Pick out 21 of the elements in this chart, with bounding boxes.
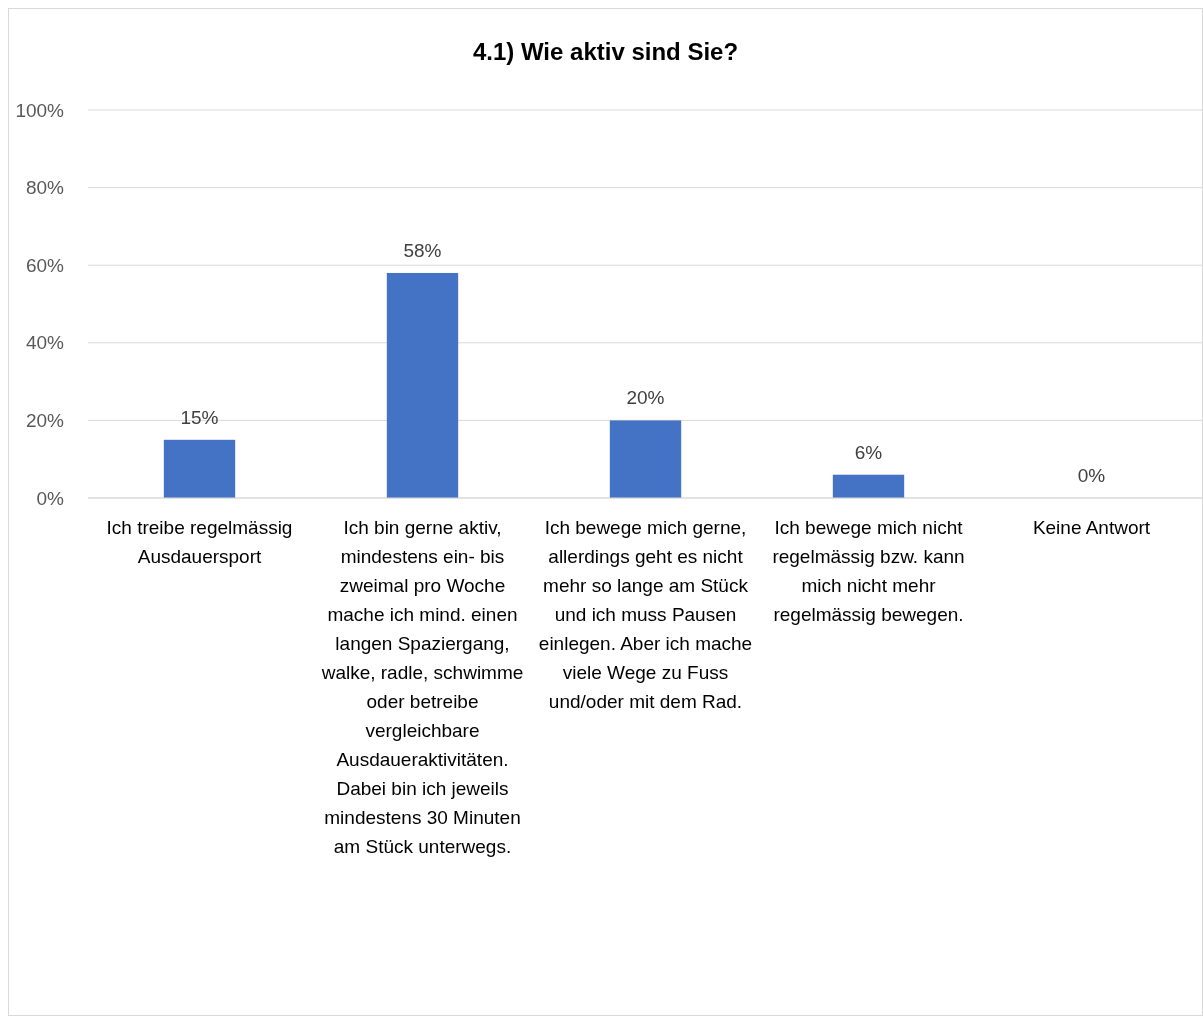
x-tick-label: Keine Antwort: [1032, 517, 1151, 538]
y-tick-label: 100%: [15, 99, 65, 121]
y-tick-label: 0%: [36, 487, 65, 509]
y-tick-label: 60%: [25, 254, 65, 276]
data-label: 15%: [180, 406, 219, 428]
category-label: Ich bin gerne aktiv, mindestens ein- bis zweimal pro Woche mache ich mind. einen langen Spaziergang, walke, radle, schwimme oder betreibe vergleichbare Ausdaueraktivitäten. Dabei bin ich jeweils mindestens 30 Minuten am Stück unterwegs.: [321, 517, 524, 857]
x-tick-label: Ich bewege mich nicht regelmässig bzw. kann mich nicht mehr regelmässig bewegen.: [772, 517, 965, 625]
data-label: 58%: [403, 239, 442, 261]
y-tick-label: 40%: [25, 332, 65, 354]
data-label: 0%: [1077, 465, 1106, 486]
bar: [386, 272, 459, 498]
chart-title: 4.1) Wie aktiv sind Sie?: [472, 38, 739, 65]
x-tick-label: Ich bewege mich gerne, allerdings geht es nicht mehr so lange am Stück und ich muss Pausen einlegen. Aber ich mache viele Wege zu Fuss und/oder mit dem Rad.: [538, 517, 753, 712]
data-label: 6%: [854, 441, 883, 463]
data-label: 20%: [626, 387, 665, 409]
bar: [832, 474, 905, 498]
x-tick-label: Ich treibe regelmässig Ausdauersport: [106, 517, 293, 567]
y-tick-label: 20%: [25, 410, 65, 432]
bar: [609, 420, 682, 498]
y-tick-label: 80%: [25, 177, 65, 199]
bar: [163, 439, 236, 498]
